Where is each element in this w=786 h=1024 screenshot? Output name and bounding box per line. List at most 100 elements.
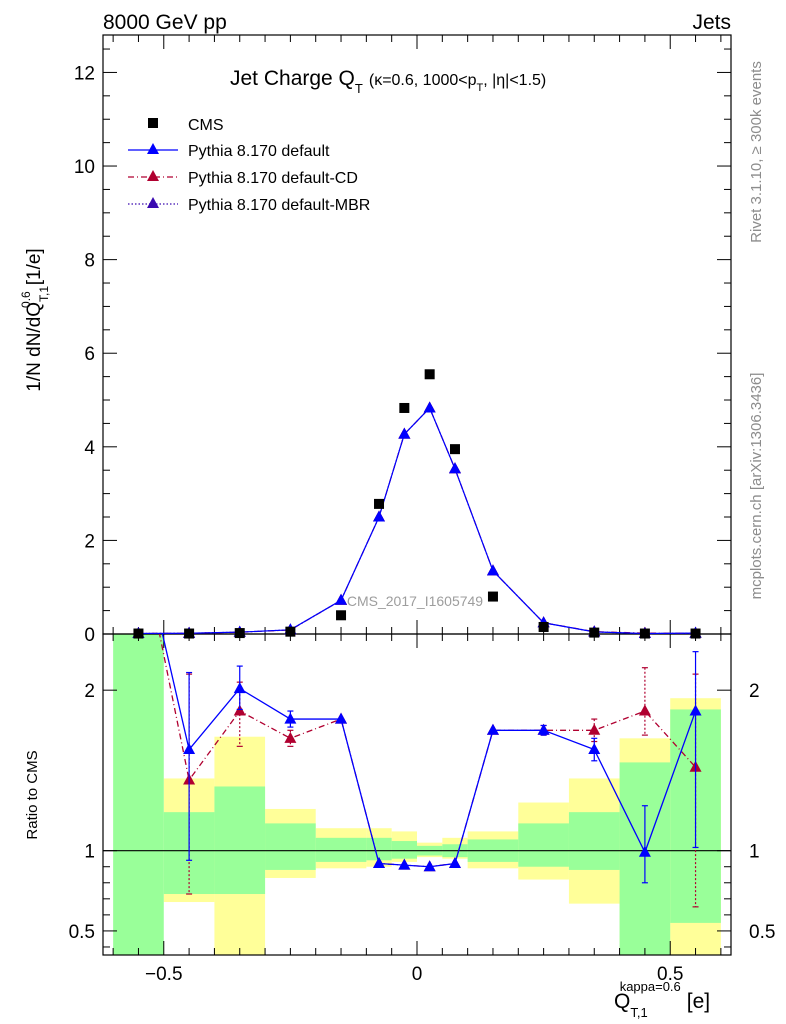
cms-data-point [285,626,296,637]
main-y-axis-label-sub: T,1 [37,286,51,302]
cms-data-point [589,627,600,638]
main-y-tick-label: 12 [74,63,95,84]
ratio-y-axis-label: Ratio to CMS [24,750,41,839]
series-point-default [448,462,461,474]
title-main-sub: T [355,81,363,96]
ratio-y-tick-label-right: 1 [749,842,760,863]
cms-data-point [234,628,245,639]
main-y-axis-label-sup: 0.6 [19,291,33,308]
legend-triangle-default-cd [147,170,159,181]
main-y-tick-label: 8 [84,251,95,272]
legend-item-default-cd: Pythia 8.170 default-CD [128,170,358,187]
ratio-point-default [398,858,411,870]
stat-uncertainty-band [568,812,620,870]
legend-item-default-mbr: Pythia 8.170 default-MBR [128,197,370,214]
header-right-label: Jets [692,11,731,34]
legend-square-marker [148,118,158,128]
main-y-tick-label: 10 [74,157,95,178]
x-axis-label-sub: T,1 [630,1005,647,1020]
main-y-tick-label: 0 [84,625,95,646]
series-point-default [373,510,386,522]
ratio-point-default [335,712,348,724]
ratio-point-default [689,704,702,716]
cms-data-point [374,498,385,509]
cms-data-point [487,591,498,602]
ratio-uncertainty-bands [113,634,721,955]
cms-data-point [424,369,435,380]
legend-label-cms: CMS [188,117,224,134]
stat-uncertainty-band [315,837,367,862]
ratio-point-default [423,860,436,872]
stat-uncertainty-band [391,841,417,859]
legend-label-default-mbr: Pythia 8.170 default-MBR [188,197,370,214]
x-tick-label: −0.5 [145,964,183,985]
main-y-axis-label-text: 1/N dN/dQ [24,302,45,392]
ratio-point-default [486,723,499,735]
title-detail-1: (κ=0.6, 1000<p [369,72,477,89]
legend-label-default-cd: Pythia 8.170 default-CD [188,170,358,187]
x-axis-label-unit: [e] [687,990,710,1013]
main-y-tick-label: 4 [84,438,95,459]
x-axis-label-sup: kappa=0.6 [620,979,681,994]
legend-triangle-default [147,143,159,154]
ratio-point-default [588,743,601,755]
cms-data-point [336,610,347,621]
cms-data-point [133,628,144,639]
x-axis-label-text: Q [614,990,630,1013]
title-main: Jet Charge Q [230,67,355,90]
ratio-point-default [373,857,386,869]
stat-uncertainty-band [366,837,392,861]
ratio-y-tick-label-right: 2 [749,681,760,702]
ratio-y-tick-label: 0.5 [69,922,95,943]
cms-data-point [690,628,701,639]
watermark-label: CMS_2017_I1605749 [347,593,483,609]
series-point-default [423,401,436,413]
main-y-axis-label-unit: [1/e] [24,248,45,285]
ratio-panel-axes: −0.5 0 0.5 0.5 0.5 1 1 2 2 [69,633,775,985]
main-y-axis-label: 1/N dN/dQT,1 0.6 [1/e] [19,248,51,391]
legend-item-default: Pythia 8.170 default [128,143,330,160]
header-left-label: 8000 GeV pp [103,11,227,34]
rivet-side-label: Rivet 3.1.10, ≥ 300k events [748,61,765,243]
series-line-default [138,406,696,635]
plot-title: Jet Charge QT (κ=0.6, 1000<pT, |η|<1.5) [230,67,546,96]
ratio-point-default [183,743,196,755]
stat-uncertainty-band [518,823,569,867]
legend-triangle-default-mbr [147,197,159,208]
ratio-y-tick-label: 2 [84,681,95,702]
ratio-point-default [537,723,550,735]
stat-uncertainty-band [265,823,316,870]
legend-label-default: Pythia 8.170 default [188,143,330,160]
legend-item-cms: CMS [148,117,224,134]
data-series [132,369,702,908]
ratio-point-default [448,857,461,869]
ratio-point-default [284,712,297,724]
title-detail-sub: T [477,82,484,94]
series-point-default [398,427,411,439]
ratio-point-default-cd [638,704,651,716]
legend: CMS Pythia 8.170 default Pythia 8.170 de… [128,117,370,214]
main-panel-axes: 0 2 4 6 8 10 12 [74,34,732,646]
mcplots-side-label: mcplots.cern.ch [arXiv:1306.3436] [748,373,765,600]
cms-data-point [184,628,195,639]
ratio-point-default-cd [284,731,297,743]
x-tick-label: 0.5 [657,964,683,985]
cms-data-point [399,402,410,413]
ratio-point-default [233,682,246,694]
ratio-point-default-cd [233,704,246,716]
cms-data-point [449,444,460,455]
ratio-series-group [158,634,702,908]
ratio-y-tick-label: 1 [84,842,95,863]
x-tick-label: 0 [412,964,423,985]
ratio-line-default [161,634,697,868]
stat-uncertainty-band [113,634,164,955]
main-y-tick-label: 6 [84,344,95,365]
ratio-point-default-cd [588,723,601,735]
cms-data-point [538,621,549,632]
ratio-y-tick-label-right: 0.5 [749,922,775,943]
stat-uncertainty-band [214,786,266,895]
title-detail-2: , |η|<1.5) [483,72,546,89]
main-y-tick-label: 2 [84,531,95,552]
series-point-default [486,564,499,576]
